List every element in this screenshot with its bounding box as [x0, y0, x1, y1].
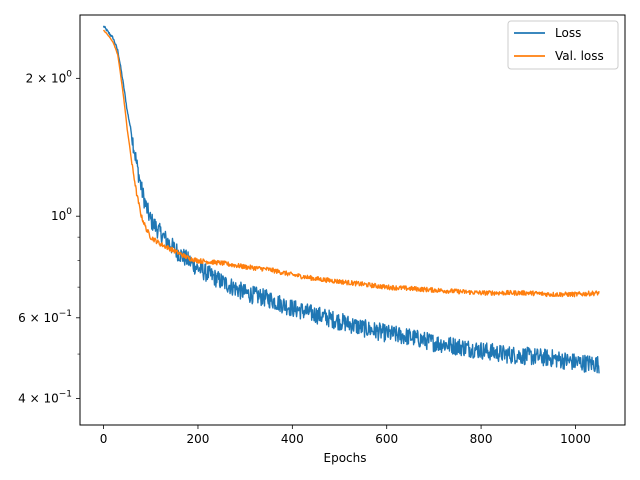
- plot-frame: [79, 14, 626, 426]
- legend-label-val-loss: Val. loss: [555, 49, 604, 63]
- y-tick-label: 6 × 10−1: [18, 309, 72, 325]
- x-tick-label: 400: [281, 432, 304, 446]
- y-tick-label: 4 × 10−1: [18, 389, 72, 405]
- x-ticks: 0 200 400 600 800 1000: [100, 425, 591, 446]
- x-tick-label: 0: [100, 432, 108, 446]
- legend-label-loss: Loss: [555, 26, 581, 40]
- y-tick-label: 100: [51, 207, 72, 223]
- legend: Loss Val. loss: [507, 20, 619, 70]
- x-tick-label: 200: [187, 432, 210, 446]
- y-tick-label: 2 × 100: [26, 69, 73, 85]
- series-layer: [102, 25, 600, 374]
- series-line-val-loss: [102, 29, 600, 298]
- x-tick-label: 600: [375, 432, 398, 446]
- y-ticks: 4 × 10−1 6 × 10−1 100 2 × 100: [18, 69, 80, 405]
- series-line-loss: [102, 25, 600, 374]
- x-tick-label: 1000: [560, 432, 591, 446]
- x-axis-label: Epochs: [324, 451, 367, 465]
- axes-layer: [79, 14, 626, 426]
- x-tick-label: 800: [470, 432, 493, 446]
